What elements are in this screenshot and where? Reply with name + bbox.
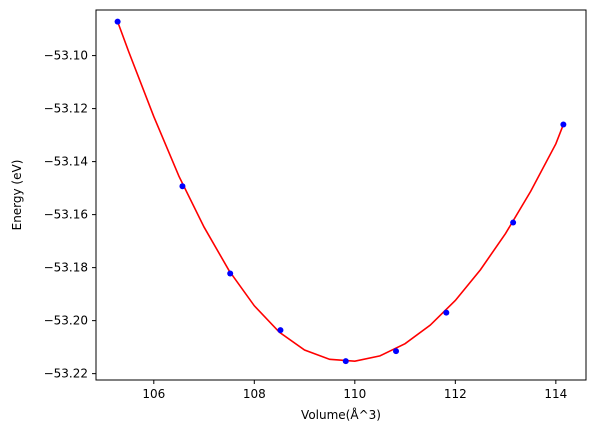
- points-layer: [114, 18, 567, 365]
- y-axis-ticks: −53.10 −53.12 −53.14 −53.16 −53.18 −53.20 −53.…: [44, 49, 96, 381]
- data-point: [342, 358, 349, 365]
- data-point: [179, 183, 186, 190]
- x-tick-label: 110: [343, 387, 366, 401]
- plot-area: [95, 9, 587, 381]
- y-tick-label: −53.10: [44, 49, 88, 63]
- x-tick-label: 108: [243, 387, 266, 401]
- x-axis-label: Volume(Å^3): [301, 407, 381, 422]
- x-tick-label: 112: [444, 387, 467, 401]
- y-tick-label: −53.22: [44, 367, 88, 381]
- fit-curve: [116, 21, 565, 362]
- y-tick-label: −53.12: [44, 102, 88, 116]
- data-point: [510, 219, 517, 226]
- data-point: [560, 121, 567, 128]
- data-point: [114, 18, 121, 25]
- data-point: [443, 309, 450, 316]
- data-point: [227, 270, 234, 277]
- x-tick-label: 106: [142, 387, 165, 401]
- fit-line-layer: [116, 21, 565, 362]
- x-axis-ticks: 106 108 110 112 114: [142, 380, 567, 401]
- x-tick-label: 114: [544, 387, 567, 401]
- y-tick-label: −53.14: [44, 155, 88, 169]
- plot-frame: [95, 9, 587, 381]
- y-tick-label: −53.20: [44, 314, 88, 328]
- y-tick-label: −53.16: [44, 208, 88, 222]
- y-axis-label: Energy (eV): [10, 160, 24, 231]
- data-point: [393, 348, 400, 355]
- y-tick-label: −53.18: [44, 261, 88, 275]
- data-point: [277, 327, 284, 334]
